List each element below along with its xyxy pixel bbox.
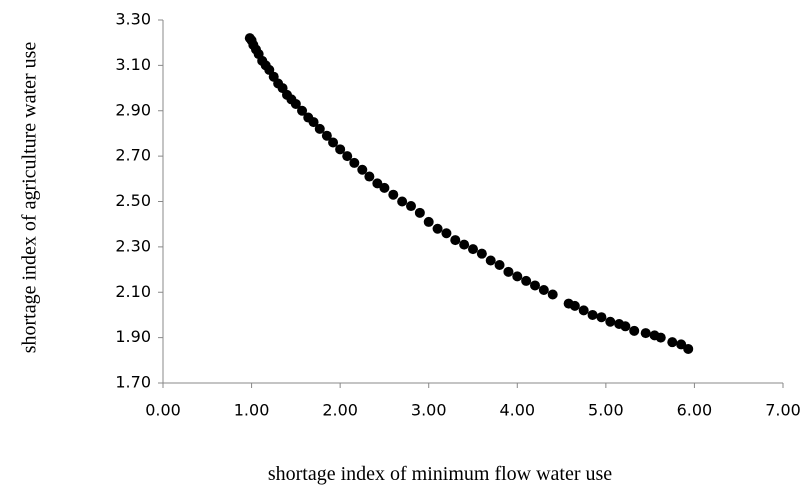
point (379, 182, 390, 193)
point (432, 223, 443, 234)
y-tick-label: 1.70 (115, 373, 151, 392)
point (640, 328, 651, 339)
point (476, 248, 487, 259)
y-tick-label: 2.90 (115, 100, 151, 119)
point (321, 130, 332, 141)
y-axis-title: shortage index of agriculture water use (18, 41, 41, 354)
point (450, 235, 461, 246)
point (335, 144, 346, 155)
point (441, 228, 452, 239)
point (578, 305, 589, 316)
point (364, 171, 375, 182)
point (494, 260, 505, 271)
x-tick-label: 6.00 (677, 401, 713, 420)
point (328, 137, 339, 148)
point (676, 339, 687, 350)
point (667, 337, 678, 348)
point (629, 325, 640, 336)
point (596, 312, 607, 323)
point (459, 239, 470, 250)
point (342, 151, 353, 162)
point (314, 123, 325, 134)
point (388, 189, 399, 200)
y-tick-label: 2.50 (115, 191, 151, 210)
x-tick-label: 3.00 (411, 401, 447, 420)
point (357, 164, 368, 175)
point (290, 98, 301, 109)
point (485, 255, 496, 266)
point (308, 117, 319, 128)
x-axis-title: shortage index of minimum flow water use (267, 463, 613, 485)
point (423, 216, 434, 227)
point (512, 271, 523, 282)
x-tick-label: 4.00 (499, 401, 535, 420)
y-tick-label: 1.90 (115, 327, 151, 346)
y-tick-label: 2.10 (115, 282, 151, 301)
y-tick-label: 3.30 (115, 10, 151, 29)
y-tick-label: 2.30 (115, 236, 151, 255)
point (605, 316, 616, 327)
point (547, 289, 558, 300)
point (620, 321, 631, 332)
point (530, 280, 540, 291)
point (683, 343, 694, 354)
point (538, 284, 549, 295)
point (397, 196, 408, 207)
y-tick-label: 3.10 (115, 55, 151, 74)
point (569, 300, 580, 311)
x-tick-label: 2.00 (322, 401, 358, 420)
x-tick-label: 7.00 (765, 401, 801, 420)
point (587, 309, 598, 320)
point (521, 275, 532, 286)
point (297, 105, 308, 116)
point (372, 178, 383, 189)
point (503, 266, 514, 277)
y-tick-label: 2.70 (115, 146, 151, 165)
point (406, 201, 416, 212)
point (468, 244, 478, 255)
x-tick-label: 5.00 (588, 401, 624, 420)
x-tick-label: 1.00 (234, 401, 270, 420)
point (349, 157, 360, 168)
point (655, 332, 666, 343)
point (414, 207, 425, 218)
x-tick-label: 0.00 (145, 401, 181, 420)
